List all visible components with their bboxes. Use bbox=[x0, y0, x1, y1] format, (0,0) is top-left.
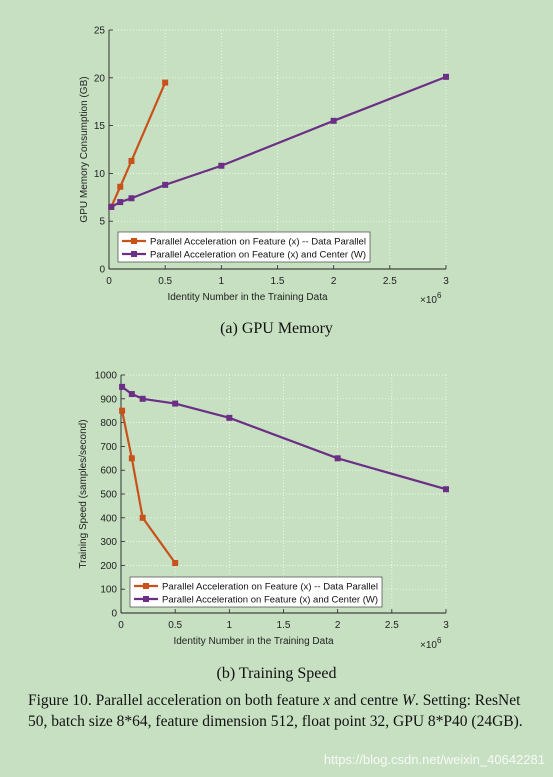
caption-var-w: W bbox=[402, 692, 415, 709]
series-line-feature-center bbox=[121, 386, 447, 491]
x-exponent-label: ×106 bbox=[420, 636, 442, 651]
legend-marker bbox=[131, 238, 137, 244]
x-tick-label: 1 bbox=[219, 276, 225, 287]
legend-marker bbox=[143, 596, 149, 602]
subcaption-a: (a) GPU Memory bbox=[220, 320, 333, 337]
data-point-feature-center bbox=[117, 199, 124, 206]
x-tick-label: 2 bbox=[331, 276, 337, 287]
x-tick-label: 0 bbox=[118, 620, 124, 631]
x-exponent-label: ×106 bbox=[420, 291, 442, 306]
data-point-data-parallel bbox=[119, 407, 126, 414]
x-tick-label: 1.5 bbox=[271, 276, 285, 287]
y-tick-label: 600 bbox=[100, 466, 117, 477]
x-tick-label: 1.5 bbox=[277, 620, 291, 631]
caption-prefix: Figure 10. Parallel acceleration on both… bbox=[28, 692, 324, 709]
data-point-feature-center bbox=[172, 400, 179, 407]
legend-label: Parallel Acceleration on Feature (x) -- … bbox=[162, 582, 378, 592]
y-tick-label: 400 bbox=[100, 513, 117, 524]
x-tick-label: 0 bbox=[106, 276, 112, 287]
data-point-data-parallel bbox=[128, 157, 135, 164]
x-tick-label: 0.5 bbox=[158, 276, 172, 287]
caption-setting: Setting: ResNet 50, batch size 8*64, fea… bbox=[28, 692, 523, 730]
series-line-feature-center bbox=[110, 75, 447, 208]
legend-box bbox=[117, 231, 371, 263]
series-line-data-parallel bbox=[110, 82, 167, 208]
y-tick-label: 100 bbox=[100, 585, 117, 596]
y-tick-label: 10 bbox=[94, 169, 106, 180]
data-point-data-parallel bbox=[162, 79, 169, 86]
y-axis-label: GPU Memory Consumption (GB) bbox=[79, 76, 90, 222]
data-point-feature-center bbox=[108, 203, 115, 210]
y-tick-label: 800 bbox=[100, 418, 117, 429]
data-point-data-parallel bbox=[172, 560, 179, 567]
series-line-data-parallel bbox=[121, 410, 177, 564]
data-point-feature-center bbox=[218, 162, 225, 169]
legend: Parallel Acceleration on Feature (x) -- … bbox=[129, 576, 383, 608]
y-tick-label: 0 bbox=[99, 265, 105, 276]
y-tick-label: 300 bbox=[100, 537, 117, 548]
x-tick-label: 2.5 bbox=[383, 276, 397, 287]
y-tick-label: 5 bbox=[99, 217, 105, 228]
data-point-feature-center bbox=[443, 486, 449, 493]
data-point-data-parallel bbox=[117, 183, 124, 190]
data-point-feature-center bbox=[443, 73, 449, 80]
data-point-feature-center bbox=[334, 455, 341, 462]
legend-label: Parallel Acceleration on Feature (x) and… bbox=[162, 595, 378, 605]
x-tick-label: 3 bbox=[443, 276, 449, 287]
data-point-data-parallel bbox=[128, 455, 135, 462]
y-tick-label: 900 bbox=[100, 394, 117, 405]
y-tick-label: 15 bbox=[94, 121, 106, 132]
y-tick-label: 1000 bbox=[95, 371, 118, 382]
data-point-feature-center bbox=[128, 195, 135, 202]
x-tick-label: 0.5 bbox=[168, 620, 182, 631]
caption-end: . bbox=[414, 692, 419, 709]
data-point-feature-center bbox=[128, 391, 135, 398]
y-axis-label: Training Speed (samples/second) bbox=[78, 419, 89, 568]
data-point-feature-center bbox=[119, 383, 126, 390]
legend: Parallel Acceleration on Feature (x) -- … bbox=[117, 231, 371, 263]
legend-label: Parallel Acceleration on Feature (x) and… bbox=[150, 250, 366, 260]
chart-gpu-memory: 0 0.5 1 1.5 2 2.5 3 0 5 10 15 20 25 Identity Number i… bbox=[79, 26, 449, 307]
y-tick-label: 20 bbox=[94, 73, 106, 84]
x-tick-label: 3 bbox=[443, 620, 449, 631]
y-tick-label: 0 bbox=[111, 609, 117, 620]
x-axis-label: Identity Number in the Training Data bbox=[167, 292, 328, 303]
y-tick-label: 200 bbox=[100, 561, 117, 572]
data-point-feature-center bbox=[330, 117, 337, 124]
subcaption-b: (b) Training Speed bbox=[216, 665, 337, 682]
y-tick-label: 25 bbox=[94, 26, 106, 37]
legend-marker bbox=[143, 583, 149, 589]
x-axis-label: Identity Number in the Training Data bbox=[173, 636, 334, 647]
caption-var-x: x bbox=[323, 692, 331, 709]
figure-caption: Figure 10. Parallel acceleration on both… bbox=[28, 690, 528, 732]
x-tick-label: 1 bbox=[227, 620, 233, 631]
chart-training-speed: 0 0.5 1 1.5 2 2.5 3 0 100 200 300 400 500 600 700 800 90… bbox=[78, 371, 449, 652]
legend-marker bbox=[131, 251, 137, 257]
x-tick-label: 2 bbox=[335, 620, 341, 631]
legend-label: Parallel Acceleration on Feature (x) -- … bbox=[150, 237, 366, 247]
data-point-feature-center bbox=[226, 414, 233, 421]
data-point-data-parallel bbox=[139, 514, 146, 521]
y-tick-label: 500 bbox=[100, 490, 117, 501]
x-tick-label: 2.5 bbox=[385, 620, 399, 631]
data-point-feature-center bbox=[162, 181, 169, 188]
legend-box bbox=[129, 576, 383, 608]
y-tick-label: 700 bbox=[100, 442, 117, 453]
data-point-feature-center bbox=[139, 395, 146, 402]
caption-mid: and centre bbox=[330, 692, 403, 709]
watermark-text: https://blog.csdn.net/weixin_40642281 bbox=[323, 752, 545, 767]
